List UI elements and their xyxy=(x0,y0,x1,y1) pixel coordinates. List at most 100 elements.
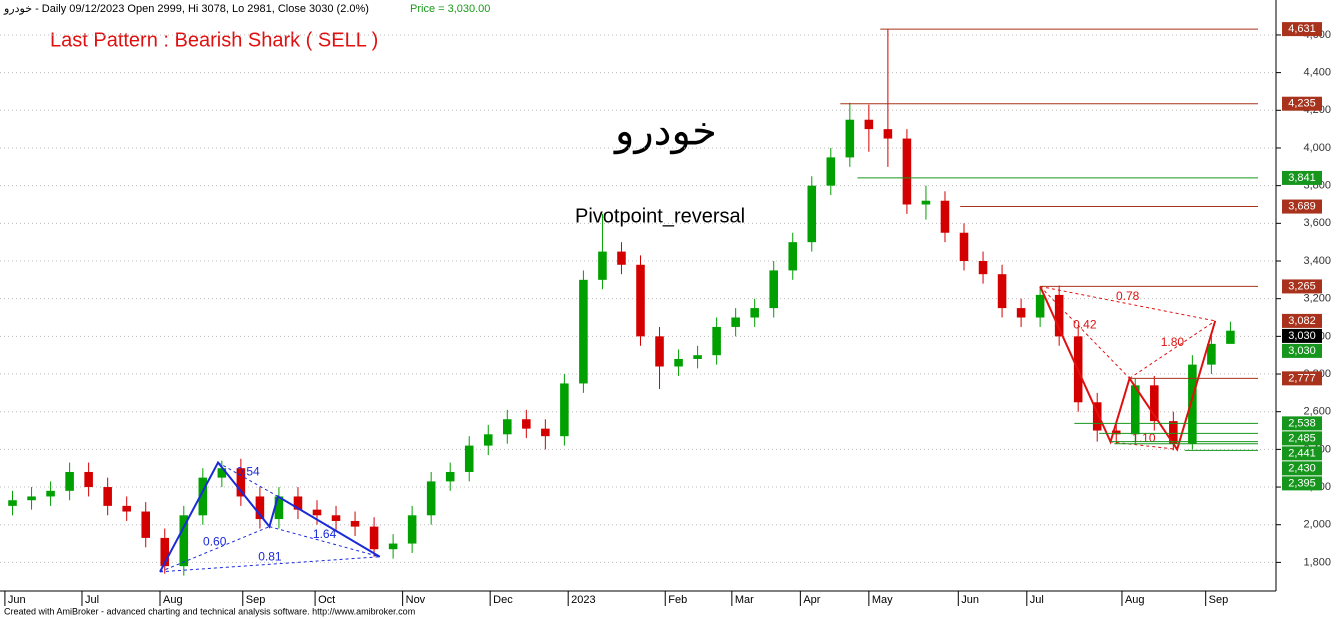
pattern-ratio: 0.54 xyxy=(236,465,260,479)
level-box xyxy=(1282,96,1322,111)
level-label: 4,235 xyxy=(1288,98,1316,110)
candle-body xyxy=(1130,385,1140,435)
candle-body xyxy=(1092,402,1102,431)
level-box xyxy=(1282,461,1322,476)
candle-body xyxy=(1226,330,1235,344)
x-tick-label: Dec xyxy=(493,594,513,606)
level-box xyxy=(1282,343,1322,358)
candle-body xyxy=(445,471,455,482)
candle-body xyxy=(560,383,569,437)
candle-body xyxy=(883,129,893,139)
x-tick-label: Mar xyxy=(735,594,754,606)
candle-body xyxy=(1150,385,1159,422)
x-tick-label: Jul xyxy=(1030,594,1044,606)
candle-body xyxy=(788,242,798,271)
candle-body xyxy=(369,526,379,550)
pattern-ratio-line xyxy=(269,526,380,558)
candle-body xyxy=(1016,308,1026,318)
candle-body xyxy=(959,232,969,261)
x-tick-label: Feb xyxy=(668,594,687,606)
candle-body xyxy=(1207,343,1216,365)
x-tick-label: Aug xyxy=(163,594,183,606)
candle-body xyxy=(826,157,836,186)
candle-body xyxy=(598,251,607,280)
y-tick-label: 2,000 xyxy=(1303,519,1331,531)
x-tick-label: Jul xyxy=(85,594,99,606)
pattern-ratio: 0.81 xyxy=(258,549,282,563)
candle-body xyxy=(617,251,626,265)
level-box xyxy=(1282,170,1322,185)
watermark: خودرو xyxy=(613,110,717,155)
candle-body xyxy=(997,274,1007,309)
level-box xyxy=(1282,279,1322,294)
level-box xyxy=(1282,328,1322,343)
level-box xyxy=(1282,313,1322,328)
level-label: 3,265 xyxy=(1288,280,1316,292)
candle-body xyxy=(198,477,208,516)
level-label: 2,441 xyxy=(1288,447,1316,459)
candle-body xyxy=(731,317,740,327)
level-label: 2,485 xyxy=(1288,432,1316,444)
pattern-ratio: 1.64 xyxy=(313,527,337,541)
footer: Created with AmiBroker - advanced charti… xyxy=(4,606,415,616)
x-tick-label: Apr xyxy=(803,594,820,606)
candle-body xyxy=(179,515,189,567)
level-label: 3,030 xyxy=(1288,330,1316,342)
level-label: 3,841 xyxy=(1288,172,1316,184)
x-tick-label: Sep xyxy=(1209,594,1229,606)
candle-body xyxy=(864,119,874,130)
level-label: 3,030 xyxy=(1288,345,1316,357)
candle-body xyxy=(274,496,284,520)
x-tick-label: 2023 xyxy=(571,594,595,606)
level-box xyxy=(1282,371,1322,386)
candle-body xyxy=(978,261,988,275)
candle-body xyxy=(522,419,531,429)
level-label: 3,689 xyxy=(1288,200,1316,212)
y-tick-label: 4,000 xyxy=(1303,142,1331,154)
pattern-ratio-line xyxy=(159,526,270,573)
candle-body xyxy=(807,185,817,243)
y-tick-label: 4,400 xyxy=(1303,67,1331,79)
candle-body xyxy=(122,505,131,512)
candle-body xyxy=(1111,430,1121,435)
x-tick-label: Jun xyxy=(961,594,979,606)
annotation: Pivotpoint_reversal xyxy=(575,205,745,227)
pattern-ratio-line xyxy=(1110,441,1178,450)
candle-body xyxy=(693,355,702,359)
candle-body xyxy=(1035,294,1045,318)
y-tick-label: 3,600 xyxy=(1303,217,1331,229)
level-box xyxy=(1282,416,1322,431)
level-box xyxy=(1282,431,1322,446)
pattern-ratio: 0.60 xyxy=(203,534,227,548)
level-label: 3,082 xyxy=(1288,315,1316,327)
candle-body xyxy=(236,468,246,497)
y-tick-label: 3,400 xyxy=(1303,255,1331,267)
candle-body xyxy=(217,468,227,478)
level-box xyxy=(1282,446,1322,461)
candle-body xyxy=(160,537,170,567)
candle-body xyxy=(312,509,322,516)
pattern-ratio: 0.42 xyxy=(1073,318,1097,332)
candle-body xyxy=(65,471,74,491)
x-tick-label: Aug xyxy=(1125,594,1145,606)
candle-body xyxy=(541,428,550,437)
level-label: 4,631 xyxy=(1288,23,1316,35)
candle-body xyxy=(350,520,360,527)
candle-body xyxy=(674,358,683,367)
level-label: 2,430 xyxy=(1288,462,1316,474)
candle-body xyxy=(46,490,55,497)
candle-body xyxy=(712,326,721,356)
level-box xyxy=(1282,476,1322,491)
candle-body xyxy=(655,336,664,367)
candle-body xyxy=(769,270,778,309)
level-label: 2,777 xyxy=(1288,372,1316,384)
pattern-ratio-line xyxy=(159,556,380,573)
x-tick-label: Nov xyxy=(406,594,426,606)
candle-body xyxy=(845,119,855,158)
x-tick-label: May xyxy=(872,594,893,606)
chart-title: Last Pattern : Bearish Shark ( SELL ) xyxy=(50,29,378,51)
candle-body xyxy=(579,279,588,384)
candle-body xyxy=(8,500,17,506)
